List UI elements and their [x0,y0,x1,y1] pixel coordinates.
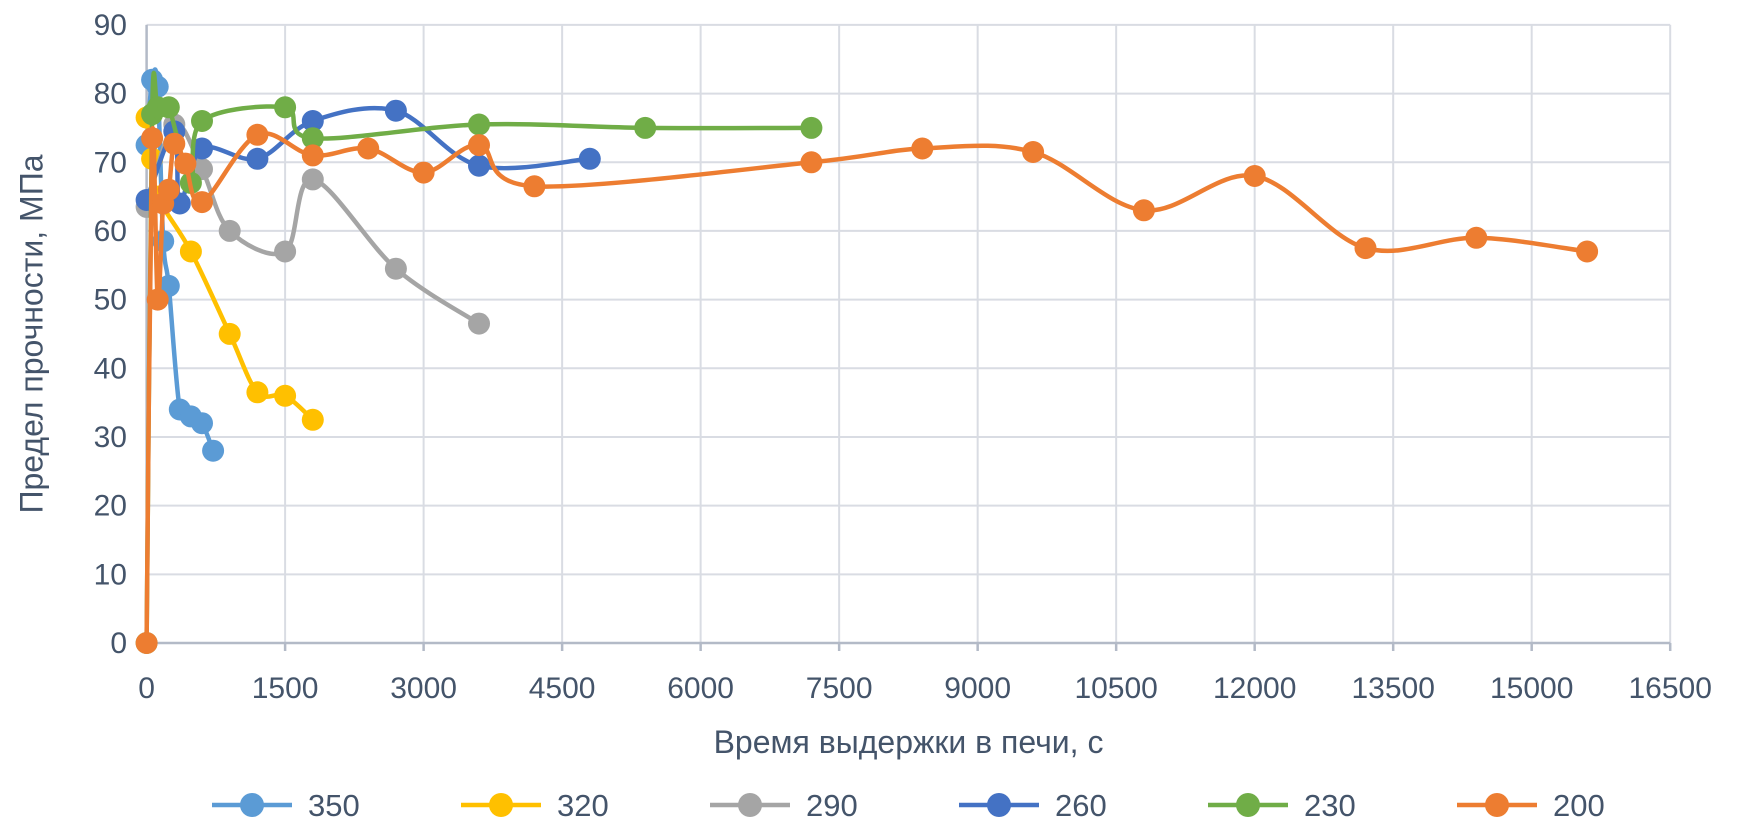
data-point-230 [468,113,490,136]
y-tick-label: 10 [94,558,127,591]
data-point-230 [157,96,180,119]
data-point-260 [246,147,269,170]
data-point-200 [301,144,324,167]
x-tick-label: 7500 [806,672,873,705]
x-axis-title: Время выдержки в печи, с [713,724,1104,760]
x-tick-label: 4500 [529,672,596,705]
y-tick-label: 50 [94,284,127,317]
data-point-260 [468,154,490,177]
data-point-320 [301,408,324,431]
legend-label: 350 [308,788,360,823]
y-tick-label: 0 [110,627,127,660]
data-point-230 [301,127,324,150]
data-point-200 [468,134,490,157]
data-point-290 [301,168,324,191]
data-point-200 [1465,226,1488,249]
y-tick-label: 40 [94,352,127,385]
legend-item-320: 320 [461,788,609,823]
data-point-200 [135,632,158,654]
data-point-200 [174,152,197,175]
data-point-320 [218,322,241,345]
data-point-230 [800,116,823,139]
legend-point-marker [1485,793,1509,817]
data-point-200 [191,191,213,214]
data-point-230 [191,110,213,132]
legend-point-marker [987,793,1011,817]
legend-label: 320 [557,788,609,823]
data-point-290 [274,240,297,263]
data-point-200 [246,123,269,146]
x-tick-label: 16500 [1628,672,1711,705]
legend-point-marker [738,793,762,817]
data-point-260 [191,137,213,160]
data-point-230 [634,116,657,139]
axes [145,24,1672,651]
data-point-290 [384,257,407,280]
legend-label: 200 [1553,788,1605,823]
legend-label: 230 [1304,788,1356,823]
legend-item-290: 290 [710,788,858,823]
data-point-260 [384,99,407,122]
data-point-350 [202,439,225,462]
x-tick-label: 12000 [1213,672,1296,705]
data-point-290 [218,219,241,242]
data-point-200 [1576,240,1599,263]
y-tick-label: 80 [94,78,127,111]
y-tick-label: 90 [94,9,127,42]
x-tick-label: 10500 [1074,672,1157,705]
series-200 [135,123,1599,654]
data-point-200 [1243,165,1266,187]
data-point-200 [1022,141,1045,163]
data-point-290 [468,312,490,335]
legend-item-260: 260 [959,788,1107,823]
y-tick-label: 70 [94,146,127,179]
data-point-320 [179,240,202,263]
data-point-200 [911,137,934,160]
data-point-320 [246,381,269,404]
x-tick-label: 1500 [252,672,319,705]
data-point-350 [191,412,213,435]
legend-item-230: 230 [1208,788,1356,823]
legend-item-200: 200 [1457,788,1605,823]
data-point-200 [163,132,186,155]
x-tick-label: 3000 [390,672,457,705]
x-tick-label: 13500 [1351,672,1434,705]
data-point-260 [301,110,324,132]
data-point-320 [274,384,297,407]
legend: 350 320 290 260 230 200 [212,788,1605,823]
x-tick-label: 9000 [944,672,1011,705]
data-point-230 [274,96,297,119]
y-axis-title: Предел прочности, МПа [13,154,50,514]
data-point-200 [141,127,164,150]
data-point-260 [578,147,601,170]
y-tick-label: 20 [94,490,127,523]
legend-point-marker [240,793,264,817]
x-tick-label: 15000 [1490,672,1573,705]
x-tick-label: 0 [138,672,155,705]
y-tick-label: 60 [94,215,127,248]
data-point-200 [357,137,380,160]
x-tick-labels: 0 1500 3000 4500 6000 7500 9000 10500 12000 13500… [138,672,1712,705]
y-tick-label: 30 [94,421,127,454]
gridlines [145,23,1672,644]
data-point-200 [412,161,435,184]
data-point-200 [1132,199,1155,222]
legend-item-350: 350 [212,788,360,823]
legend-label: 290 [806,788,858,823]
data-point-200 [157,178,180,201]
data-point-200 [800,151,823,174]
legend-point-marker [489,793,513,817]
y-tick-labels: 0 10 20 30 40 50 60 70 80 90 [94,9,127,660]
data-point-200 [1354,237,1377,260]
data-point-200 [523,175,546,198]
legend-point-marker [1236,793,1260,817]
x-tick-label: 6000 [667,672,734,705]
data-point-200 [146,288,169,311]
legend-label: 260 [1055,788,1107,823]
